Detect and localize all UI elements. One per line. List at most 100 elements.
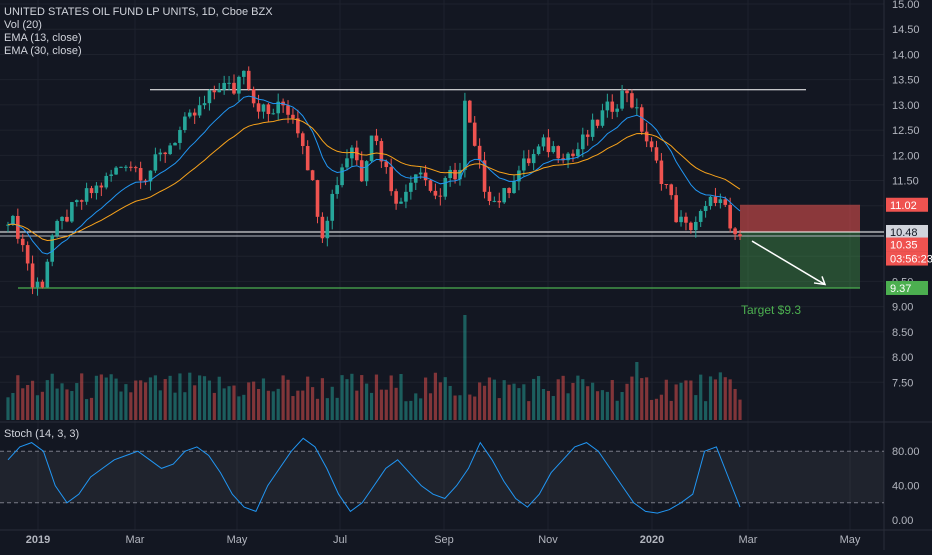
- volume-bar: [458, 395, 462, 420]
- target-price-label-bg: [886, 280, 928, 295]
- volume-bar: [556, 379, 560, 420]
- volume-bar: [320, 378, 325, 420]
- time-tick-label: May: [840, 534, 861, 546]
- candle: [99, 185, 104, 188]
- volume-bar: [173, 392, 177, 420]
- volume-bar: [728, 379, 732, 420]
- volume-bar: [394, 387, 398, 420]
- volume-bar: [713, 379, 718, 420]
- candle: [703, 206, 708, 212]
- candle: [246, 70, 251, 89]
- time-tick-label: 2019: [26, 534, 50, 546]
- candle: [310, 170, 315, 181]
- volume-bar: [502, 380, 506, 420]
- volume-bar: [428, 393, 433, 420]
- candle: [217, 89, 222, 93]
- candle: [399, 201, 403, 204]
- candle: [197, 105, 202, 116]
- candle: [6, 224, 10, 226]
- candle: [89, 188, 94, 194]
- volume-bar: [40, 391, 44, 420]
- candle: [713, 196, 718, 204]
- candle: [178, 130, 182, 143]
- candle: [104, 175, 109, 188]
- volume-bar: [541, 388, 546, 420]
- target-arrow: [751, 240, 825, 285]
- volume-bar: [124, 384, 128, 420]
- volume-bar: [615, 400, 619, 420]
- candle: [556, 146, 561, 159]
- volume-bar: [527, 401, 531, 420]
- candle: [369, 135, 374, 162]
- candle: [129, 166, 133, 168]
- volume-bar: [723, 377, 727, 420]
- candle: [526, 158, 531, 164]
- volume-bar: [379, 389, 383, 420]
- candle: [566, 153, 570, 161]
- volume-bar: [649, 399, 654, 420]
- candle: [60, 216, 64, 221]
- price-tick-label: 13.00: [892, 100, 920, 112]
- target-zone: [740, 231, 860, 288]
- candle: [635, 107, 639, 109]
- candle: [536, 146, 541, 155]
- volume-bar: [65, 389, 69, 420]
- volume-bar: [30, 380, 35, 420]
- candle: [409, 182, 413, 192]
- volume-bar: [433, 372, 438, 420]
- candle: [477, 145, 482, 161]
- volume-bar: [94, 375, 99, 420]
- volume-bar: [45, 380, 49, 420]
- volume-bar: [188, 372, 192, 420]
- candle: [325, 220, 330, 239]
- last-price-label: 10.35: [890, 240, 918, 252]
- volume-bar: [109, 374, 113, 420]
- candle: [428, 180, 433, 191]
- candle: [463, 100, 467, 170]
- volume-bar: [301, 390, 305, 420]
- volume-bar: [26, 384, 30, 420]
- volume-bar: [296, 390, 300, 420]
- volume-bar: [620, 391, 624, 420]
- volume-bar: [310, 387, 315, 420]
- volume-bar: [532, 378, 536, 420]
- volume-bar: [168, 375, 172, 420]
- volume-bar: [271, 391, 275, 420]
- candle: [207, 90, 212, 104]
- volume-bar: [738, 399, 742, 420]
- volume-bar: [286, 379, 290, 420]
- volume-bar: [463, 315, 467, 420]
- volume-bar: [178, 373, 182, 420]
- volume-bar: [16, 375, 20, 420]
- volume-bar: [80, 373, 84, 420]
- stoch-tick-label: 80.00: [892, 446, 920, 458]
- price-tick-label: 12.50: [892, 125, 920, 137]
- volume-bar: [129, 392, 133, 420]
- volume-bar: [89, 397, 94, 420]
- candle: [11, 215, 15, 225]
- candle: [315, 180, 320, 217]
- volume-bar: [600, 390, 605, 420]
- volume-bar: [419, 398, 423, 420]
- candle: [394, 191, 398, 204]
- volume-bar: [522, 384, 526, 420]
- candle: [610, 101, 615, 112]
- candle: [659, 160, 664, 184]
- candle: [531, 154, 536, 164]
- volume-bar: [104, 377, 108, 420]
- candle: [242, 70, 246, 77]
- volume-bar: [11, 392, 15, 420]
- volume-bar: [384, 389, 388, 420]
- volume-bar: [576, 375, 580, 420]
- volume-bar: [202, 376, 207, 420]
- volume-bar: [99, 374, 103, 420]
- volume-bar: [478, 382, 482, 420]
- volume-bar: [276, 388, 280, 420]
- candle: [679, 216, 683, 223]
- candle: [502, 188, 506, 203]
- candle: [423, 172, 428, 181]
- volume-bar: [212, 392, 216, 420]
- candle: [600, 110, 605, 126]
